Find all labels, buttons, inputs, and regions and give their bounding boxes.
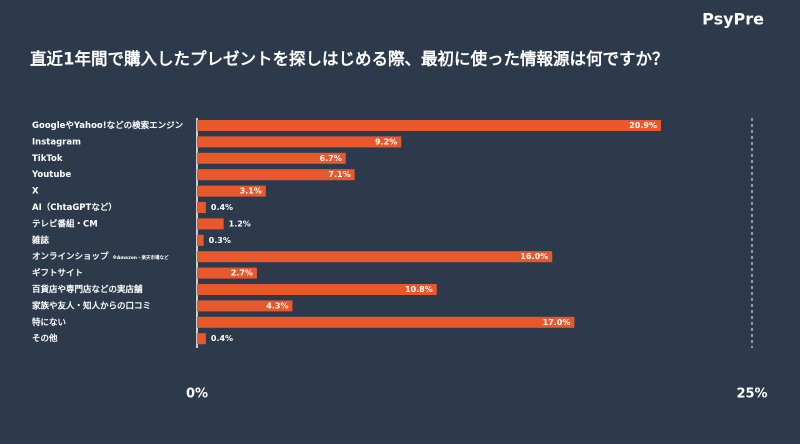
chart-title: 直近1年間で購入したプレゼントを探しはじめる際、最初に使った情報源は何ですか？ bbox=[30, 49, 668, 69]
y-tick-label: 雑誌 bbox=[31, 235, 50, 246]
y-tick-label: オンラインショップ bbox=[32, 251, 109, 262]
value-label: 4.3% bbox=[266, 301, 288, 310]
y-tick-label: 百貨店や専門店などの実店舗 bbox=[32, 284, 143, 295]
bar bbox=[197, 267, 257, 279]
y-tick-label: テレビ番組・CM bbox=[32, 218, 98, 229]
bar bbox=[197, 251, 553, 263]
bar bbox=[197, 218, 224, 230]
value-label: 2.7% bbox=[231, 269, 253, 278]
y-tick-label: その他 bbox=[32, 333, 58, 344]
bar bbox=[197, 120, 661, 131]
value-label: 1.2% bbox=[229, 219, 251, 228]
value-label: 0.4% bbox=[211, 334, 233, 343]
bar bbox=[197, 152, 346, 164]
bar bbox=[197, 234, 204, 246]
value-label: 20.9% bbox=[629, 121, 657, 130]
bar bbox=[197, 300, 293, 312]
value-label: 16.0% bbox=[520, 252, 548, 261]
bar bbox=[197, 316, 575, 328]
bar bbox=[197, 136, 402, 148]
value-label: 7.1% bbox=[328, 170, 350, 179]
y-tick-label: 特にない bbox=[32, 317, 66, 328]
y-tick-label: X bbox=[32, 187, 39, 197]
bar bbox=[197, 284, 437, 295]
value-label: 3.1% bbox=[240, 187, 262, 196]
value-label: 17.0% bbox=[543, 318, 571, 327]
y-tick-label: Instagram bbox=[32, 137, 81, 147]
y-tick-label: ギフトサイト bbox=[32, 268, 83, 279]
bar bbox=[197, 202, 206, 213]
x-tick-label: 0% bbox=[186, 387, 208, 402]
x-tick-label: 25% bbox=[736, 387, 767, 402]
y-tick-label: 家族や友人・知人からの口コミ bbox=[32, 300, 151, 311]
value-label: 6.7% bbox=[320, 154, 342, 163]
value-label: 0.4% bbox=[211, 203, 233, 212]
y-tick-label: GoogleやYahoo!などの検索エンジン bbox=[32, 120, 184, 131]
bar bbox=[197, 333, 206, 345]
y-tick-label: AI（ChtaGPTなど） bbox=[32, 202, 117, 213]
value-label: 9.2% bbox=[375, 137, 397, 146]
bar bbox=[197, 185, 266, 197]
y-tick-label: TikTok bbox=[32, 154, 63, 164]
value-label: 10.8% bbox=[405, 285, 433, 294]
annotation: ※Amazon・楽天市場など bbox=[113, 254, 169, 261]
y-tick-label: Youtube bbox=[31, 170, 71, 180]
brand: PsyPre bbox=[702, 10, 764, 29]
bar bbox=[197, 169, 355, 181]
value-label: 0.3% bbox=[209, 236, 231, 245]
